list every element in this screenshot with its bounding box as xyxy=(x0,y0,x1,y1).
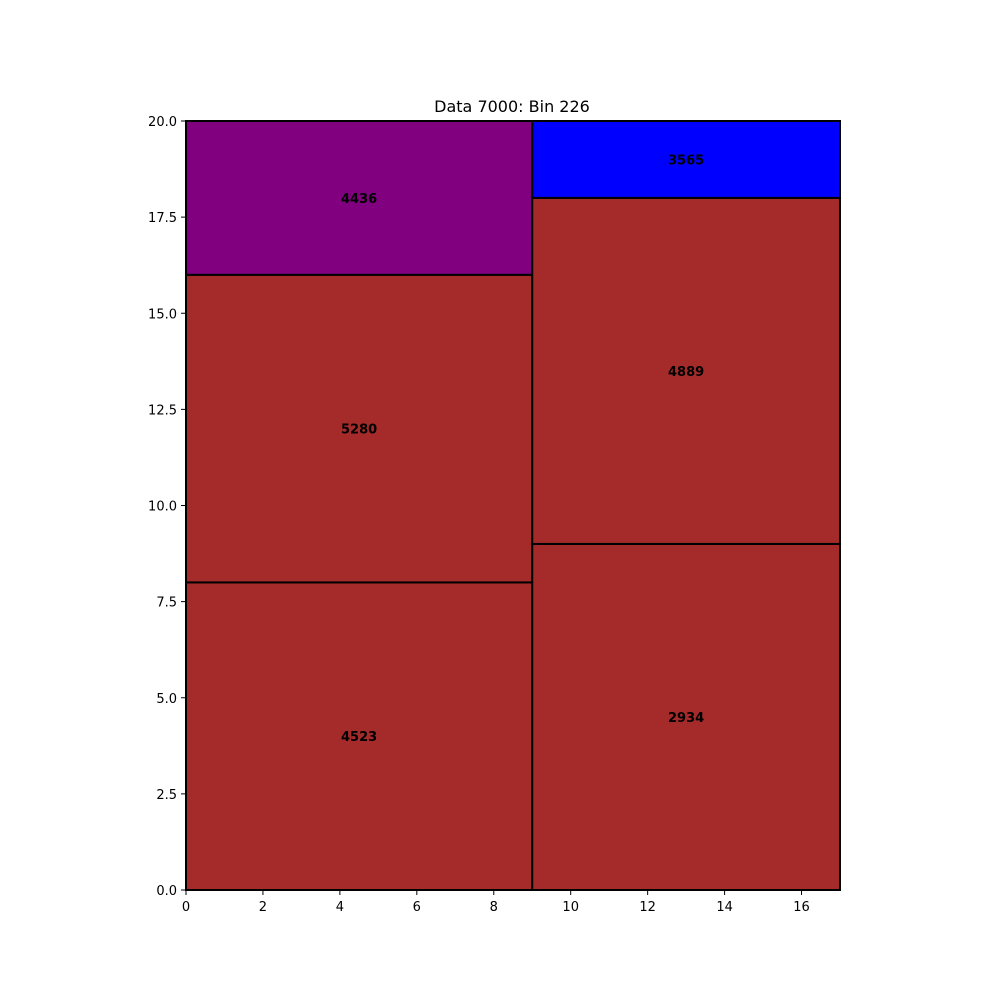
y-tick-label: 15.0 xyxy=(148,307,177,322)
rect-label-4523: 4523 xyxy=(341,730,377,745)
rect-label-4436: 4436 xyxy=(341,192,377,207)
x-tick-label: 4 xyxy=(336,900,344,915)
x-tick-label: 2 xyxy=(259,900,267,915)
axes-group: 0 2 4 6 8 10 12 14 16 0.0 2.5 5.0 7.5 10.0 12.5 15.0 17.… xyxy=(148,115,841,915)
y-tick-label: 12.5 xyxy=(148,403,177,418)
y-tick-label: 2.5 xyxy=(156,788,177,803)
y-tick-label: 5.0 xyxy=(156,692,177,707)
y-tick-label: 7.5 xyxy=(156,596,177,611)
x-tick-label: 10 xyxy=(562,900,579,915)
treemap-rect-4889 xyxy=(531,196,841,545)
rectangles-group: 4523 5280 4436 2934 4889 3565 xyxy=(185,120,841,892)
rect-label-4889: 4889 xyxy=(668,365,704,380)
x-tick-label: 12 xyxy=(639,900,656,915)
y-tick-label: 20.0 xyxy=(148,115,177,130)
x-tick-label: 6 xyxy=(413,900,421,915)
y-tick-label: 0.0 xyxy=(156,884,177,899)
chart-title: Data 7000: Bin 226 xyxy=(434,97,590,116)
x-tick-label: 0 xyxy=(182,900,190,915)
treemap-rect-2934 xyxy=(531,542,841,891)
rect-label-2934: 2934 xyxy=(668,711,704,726)
rect-label-5280: 5280 xyxy=(341,423,377,438)
treemap-rect-3565 xyxy=(531,120,841,199)
treemap-rect-5280 xyxy=(185,273,534,584)
x-tick-label: 8 xyxy=(490,900,498,915)
x-tick-label: 16 xyxy=(793,900,810,915)
x-tick-label: 14 xyxy=(716,900,733,915)
treemap-rect-4523 xyxy=(185,581,534,892)
y-tick-label: 10.0 xyxy=(148,500,177,515)
y-tick-label: 17.5 xyxy=(148,211,177,226)
rect-label-3565: 3565 xyxy=(668,153,704,168)
